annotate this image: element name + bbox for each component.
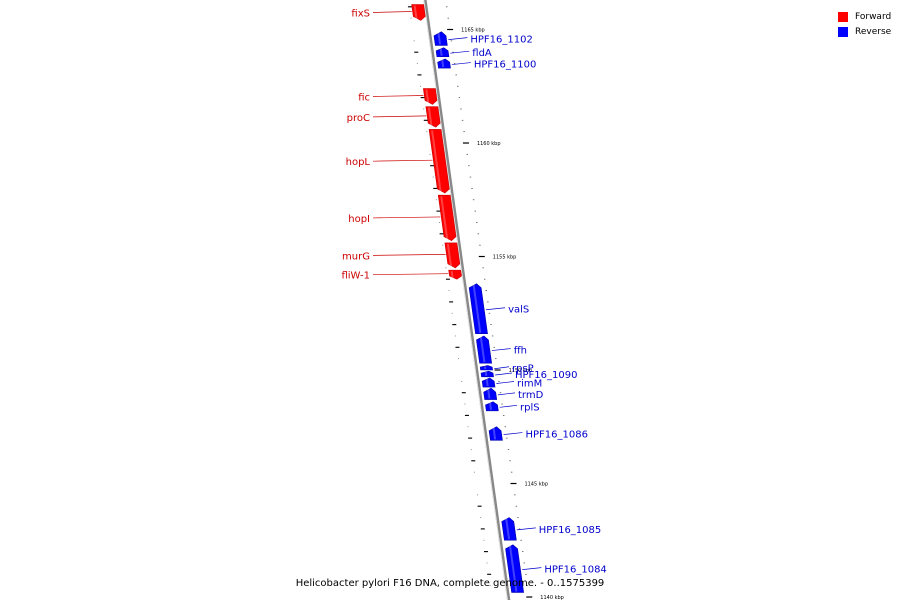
leader-line [499,404,518,408]
gene-label-hpf16_1100: HPF16_1100 [474,60,536,71]
leader-line [495,372,513,376]
tick-label: 1165 kbp [461,28,485,34]
backbone-line [423,0,511,600]
leader-line [372,216,441,219]
gene-label-fic: fic [358,92,370,103]
gene-arrow-hpf16_1084[interactable] [505,544,524,593]
gene-arrow-ffh[interactable] [476,335,493,364]
gene-label-hopl: hopL [346,157,371,168]
gene-label-fixs: fixS [351,8,370,19]
leader-line [486,307,506,311]
legend-item-forward: Forward [838,9,891,24]
tick-label: 1140 kbp [540,595,564,600]
gene-arrow-rimm[interactable] [481,377,496,388]
scale-ticks: 1165 kbp 1160 kbp 1155 kbp 1150 kbp 1145 kbp… [407,6,564,600]
genome-caption: Helicobacter pylori F16 DNA, complete ge… [295,578,605,589]
gene-features [411,4,524,593]
legend-item-reverse: Reverse [838,24,891,39]
gene-label-hpf16_1090: HPF16_1090 [515,370,577,381]
tick-label: 1150 kbp [509,368,533,374]
leader-line [522,567,542,570]
leader-line [450,50,470,54]
gene-label-trmd: trmD [518,390,544,401]
leader-line [497,392,516,396]
gene-arrow-murg[interactable] [444,242,461,269]
gene-arrow-flda[interactable] [435,47,450,58]
leader-line [372,95,424,97]
gene-label-ffh: ffh [514,346,527,357]
leader-line [451,62,471,65]
gene-label-murg: murG [342,251,370,262]
gene-label-rimm: rimM [517,378,542,389]
legend-label-forward: Forward [855,11,892,22]
gene-label-flda: fldA [472,48,492,59]
genome-backbone [423,0,511,600]
gene-arrow-rpsp[interactable] [479,365,493,371]
gene-arrow-rpls[interactable] [485,401,499,412]
legend: Forward Reverse [838,9,891,39]
gene-arrow-vals[interactable] [468,283,488,334]
gene-label-rpsp: rpsP [512,364,534,375]
forward-swatch [838,11,848,22]
gene-arrow-hpf16_1090[interactable] [480,370,494,378]
leader-line [372,273,449,276]
gene-label-vals: valS [508,305,529,316]
gene-label-proc: proC [347,113,370,124]
gene-label-rpls: rplS [520,402,540,413]
tick-label: 1155 kbp [493,255,517,261]
gene-arrow-hopi[interactable] [437,194,457,241]
reverse-swatch [838,26,848,37]
leader-line [494,366,510,370]
gene-label-hpf16_1084: HPF16_1084 [544,565,606,576]
tick-label: 1145 kbp [524,482,548,488]
gene-label-hpf16_1085: HPF16_1085 [539,525,601,536]
gene-arrow-fic[interactable] [423,88,438,105]
gene-arrow-hpf16_1100[interactable] [437,58,451,69]
gene-labels: fixS fic proC hopL hopI murG fliW-1 HPF16_1102f… [341,8,606,575]
gene-arrow-fixs[interactable] [411,4,426,21]
gene-arrow-fliw-1[interactable] [448,269,462,280]
leader-line [372,254,446,256]
gene-arrow-hpf16_1086[interactable] [488,426,503,441]
gene-arrow-trmd[interactable] [483,387,498,400]
leader-line [448,37,468,40]
gene-arrow-hpf16_1085[interactable] [501,517,517,541]
gene-arrow-proc[interactable] [425,106,441,128]
legend-label-reverse: Reverse [855,26,892,37]
tick-label: 1160 kbp [477,141,501,147]
gene-label-fliw-1: fliW-1 [341,271,370,282]
gene-label-hpf16_1086: HPF16_1086 [525,430,587,441]
gene-label-hopi: hopI [348,214,370,225]
leader-line [516,527,536,531]
gene-arrow-hpf16_1102[interactable] [433,31,448,46]
gene-label-hpf16_1102: HPF16_1102 [470,35,532,46]
leader-line [496,381,515,384]
leader-line [503,432,523,435]
leader-line [372,159,433,162]
gene-arrow-hopl[interactable] [428,129,450,194]
leader-line [372,11,412,13]
leader-line [372,115,427,118]
leader-line [491,348,511,351]
